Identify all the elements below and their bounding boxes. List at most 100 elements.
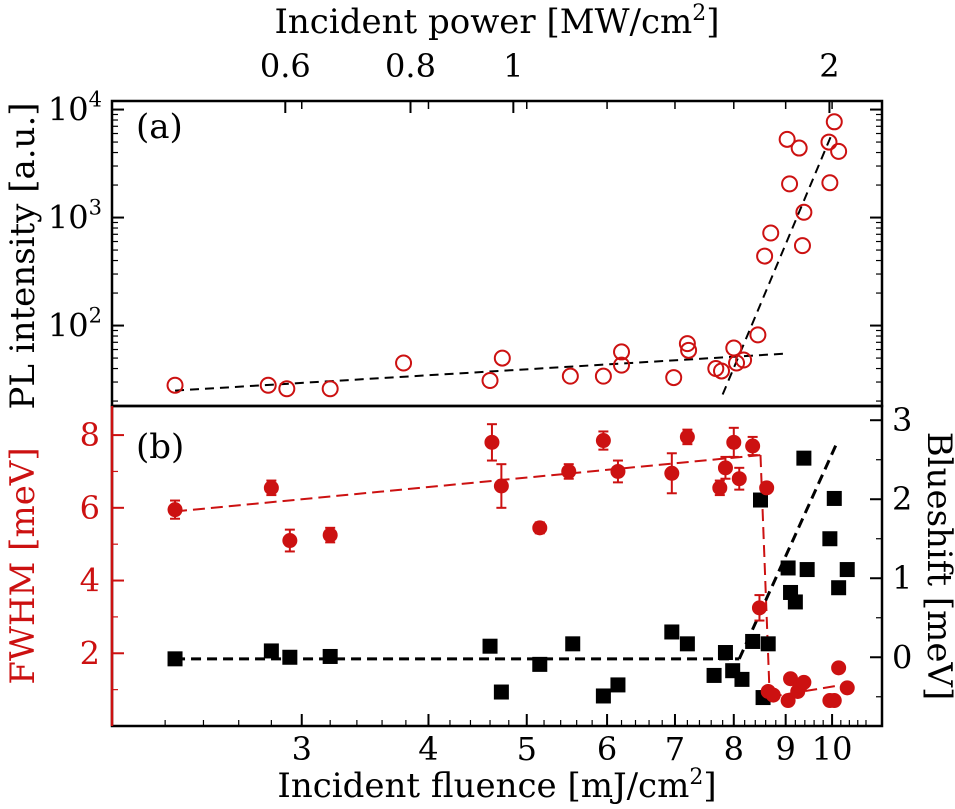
blueshift-y-tick-label: 1 (892, 559, 912, 597)
fwhm-point (664, 465, 680, 481)
fwhm-point (831, 660, 847, 676)
blueshift-y-tick-label: 0 (892, 638, 912, 676)
fwhm-y-tick-label: 8 (80, 416, 100, 454)
blueshift-point (734, 671, 750, 687)
blueshift-point (780, 560, 796, 576)
top-axis-title-main: Incident power [MW/cm (274, 2, 692, 42)
fwhm-point (731, 471, 747, 487)
blueshift-point (745, 633, 761, 649)
pl-point (665, 369, 683, 387)
fwhm-point (484, 434, 500, 450)
pl-point (680, 341, 698, 359)
x-tick-label: 4 (418, 730, 438, 768)
pl-point (493, 349, 511, 367)
data-marks-layer (166, 113, 855, 709)
panel-b-frame (110, 404, 884, 728)
x-axis-title-main: Incident fluence [mJ/cm (277, 766, 689, 806)
blueshift-point (322, 648, 338, 664)
x-tick-label: 3 (292, 730, 312, 768)
pl-y-tick-label: 103 (48, 196, 102, 237)
top-axis-title-sup: 2 (692, 1, 706, 26)
blueshift-point (717, 645, 733, 661)
blueshift-y-tick-label: 3 (892, 401, 912, 439)
x-tick-label: 6 (597, 730, 617, 768)
fwhm-point (595, 433, 611, 449)
blueshift-point (839, 562, 855, 578)
fwhm-point (780, 693, 796, 709)
pl-point (613, 356, 631, 374)
blueshift-point (706, 667, 722, 683)
pl-point (735, 351, 753, 369)
blueshift-point (796, 450, 812, 466)
pl-point (481, 372, 499, 390)
blueshift-point (826, 490, 842, 506)
pl-point (825, 113, 843, 131)
top-axis-tick-label: 2 (819, 47, 839, 85)
top-axis-tick-label: 0.6 (260, 47, 311, 85)
fwhm-y-tick-label: 4 (80, 562, 100, 600)
fwhm-point (726, 434, 742, 450)
x-tick-label: 7 (665, 730, 685, 768)
fwhm-point (745, 438, 761, 454)
panel-a-label: (a) (136, 107, 183, 147)
fwhm-point (532, 520, 548, 536)
pl-point (278, 380, 296, 398)
fwhm-axis-title: FWHM [meV] (3, 447, 43, 684)
pl-point (259, 376, 277, 394)
x-axis-title-sup: 2 (689, 765, 703, 790)
top-axis-title: Incident power [MW/cm2] (274, 1, 719, 42)
fwhm-point (839, 680, 855, 696)
fwhm-point (282, 533, 298, 549)
panel-b-label: (b) (136, 427, 184, 467)
blueshift-point (799, 562, 815, 578)
blueshift-point (787, 594, 803, 610)
fwhm-y-tick-label: 6 (80, 489, 100, 527)
pl-point (790, 139, 808, 157)
pl-point (613, 343, 631, 361)
top-axis-tick-label: 1 (503, 47, 523, 85)
blueshift-point (822, 531, 838, 547)
blueshift-y-tick-label: 2 (892, 480, 912, 518)
fwhm-point (826, 693, 842, 709)
pl-point (749, 326, 767, 344)
blueshift-point (482, 638, 498, 654)
top-axis-title-end: ] (706, 2, 719, 42)
x-tick-label: 5 (517, 730, 537, 768)
pl-point (762, 224, 780, 242)
pl-point (821, 174, 839, 192)
fwhm-point (263, 480, 279, 496)
blueshift-point (167, 651, 183, 667)
blueshift-point (752, 492, 768, 508)
pl-point (594, 367, 612, 385)
blueshift-point (532, 656, 548, 672)
fwhm-point (322, 527, 338, 543)
fwhm-point (759, 480, 775, 496)
pl-point (778, 130, 796, 148)
fwhm-point (167, 502, 183, 518)
fwhm-point (679, 429, 695, 445)
pl-point (561, 367, 579, 385)
fwhm-point (561, 463, 577, 479)
blueshift-point (565, 636, 581, 652)
blueshift-point (610, 677, 626, 693)
fwhm-point (751, 600, 767, 616)
blueshift-point (831, 580, 847, 596)
pl-point (713, 362, 731, 380)
fwhm-fit-line (174, 454, 761, 513)
fwhm-y-tick-label: 2 (80, 634, 100, 672)
blueshift-point (679, 636, 695, 652)
blueshift-point (282, 649, 298, 665)
pl-point (321, 380, 339, 398)
panel-a-frame (110, 99, 884, 408)
pl-point (756, 247, 774, 265)
blueshift-point (760, 636, 776, 652)
fwhm-point (493, 478, 509, 494)
pl-fit-line (174, 352, 786, 392)
pl-point (166, 376, 184, 394)
pl-y-tick-label: 102 (48, 304, 102, 345)
blueshift-axis-title: Blueshift [meV] (919, 432, 955, 701)
pl-intensity-axis-title: PL intensity [a.u.] (3, 102, 43, 409)
blueshift-point (664, 624, 680, 640)
